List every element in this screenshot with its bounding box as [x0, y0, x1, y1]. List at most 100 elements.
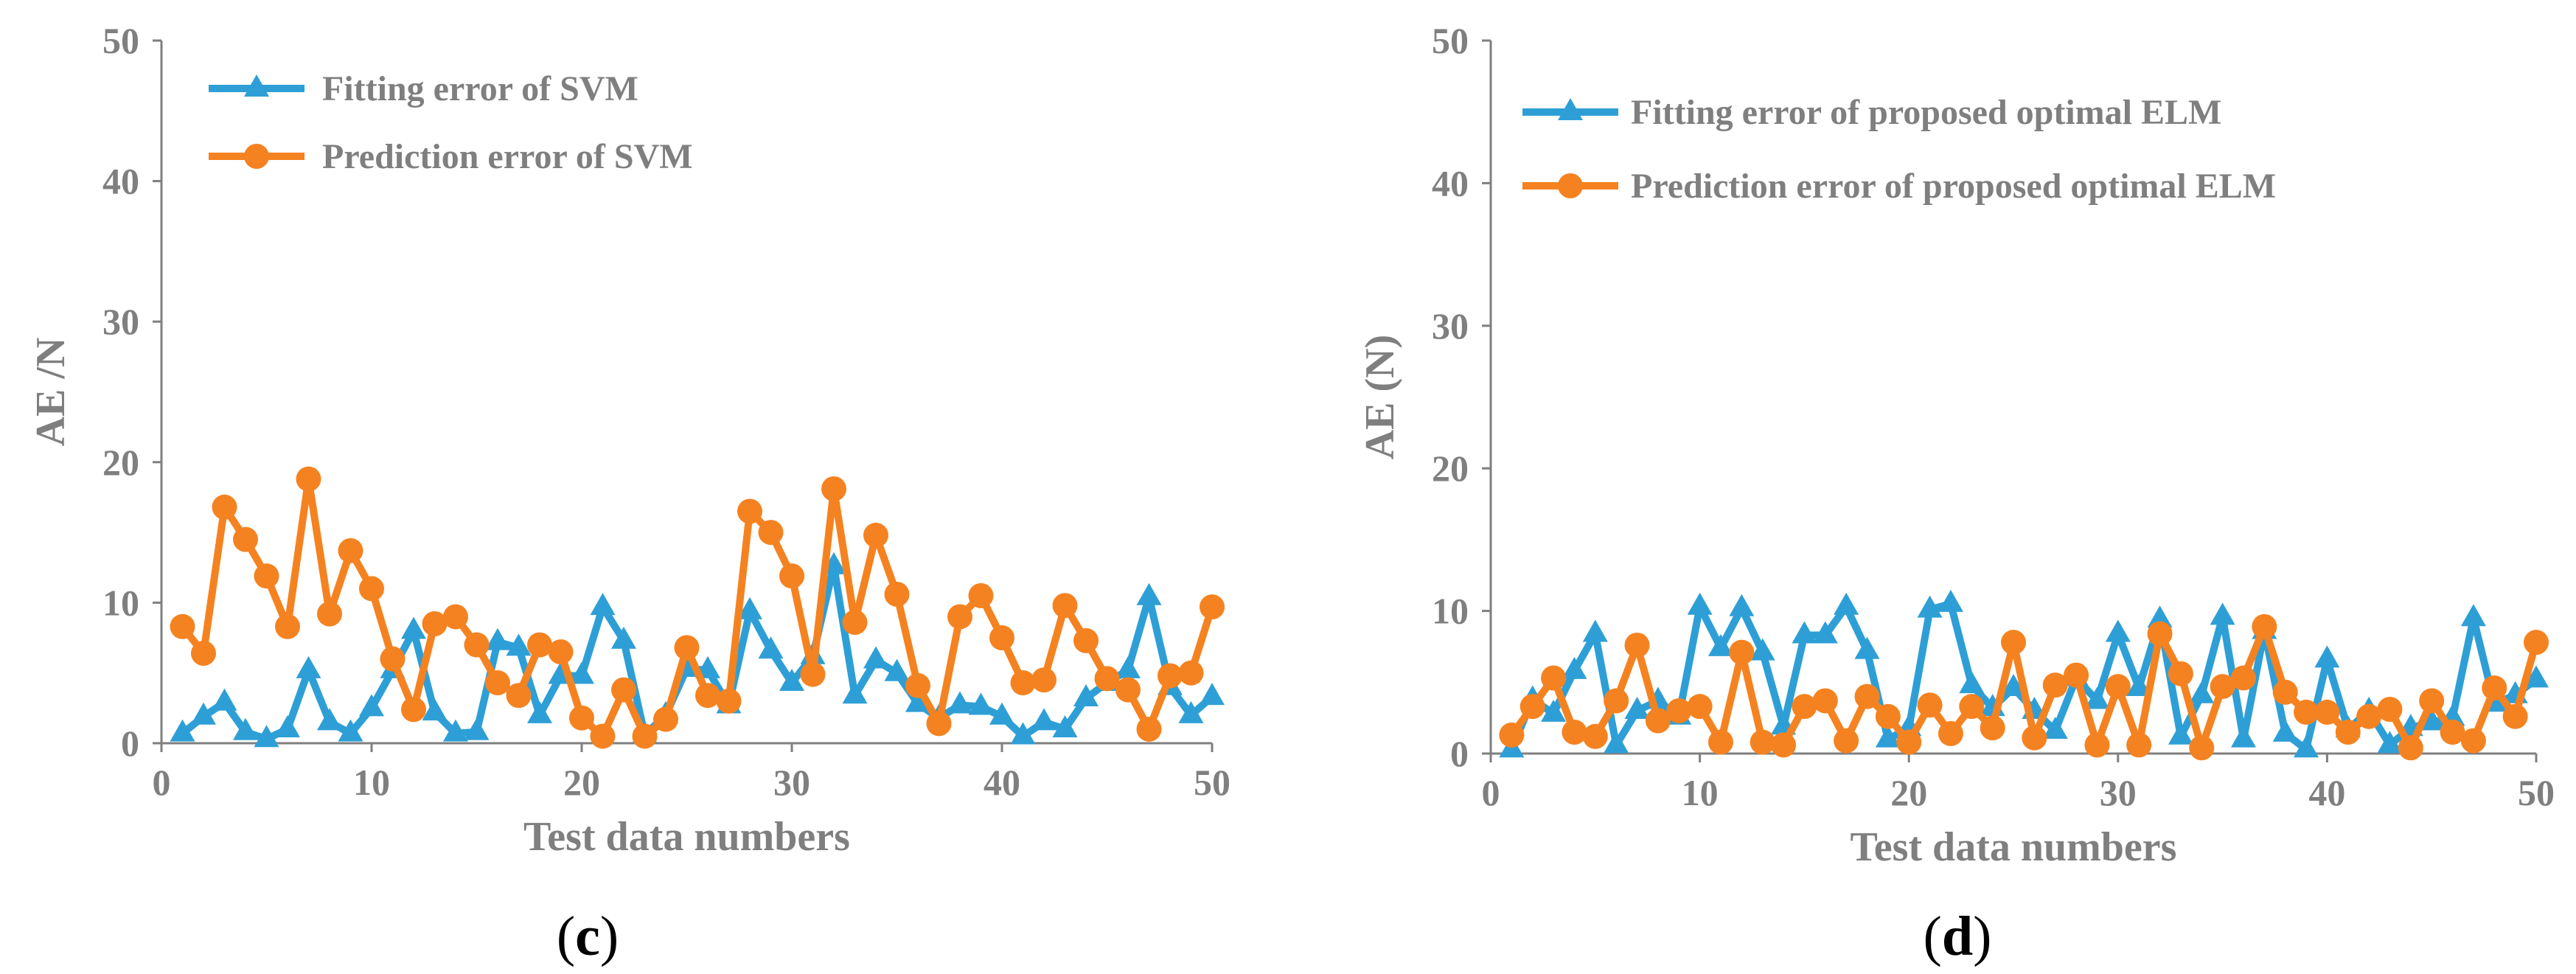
y-tick-label-d: 0 — [1450, 733, 1469, 774]
chart-panel-d: 0 10 20 30 40 50 0 10 20 30 40 50 Test data numbers A… — [1357, 20, 2555, 967]
prediction-error-point-c — [947, 604, 972, 630]
fitting-error-point-d — [1604, 731, 1629, 754]
fitting-error-point-d — [1792, 621, 1817, 644]
fitting-error-point-c — [170, 719, 195, 742]
legend-marker-fitting-c — [244, 74, 269, 97]
fitting-error-point-c — [1136, 582, 1162, 605]
prediction-error-point-d — [1666, 698, 1692, 723]
prediction-error-point-c — [254, 563, 279, 589]
prediction-error-point-d — [2502, 703, 2528, 729]
prediction-error-point-c — [422, 611, 448, 636]
fitting-error-point-c — [212, 688, 237, 711]
fitting-error-point-c — [590, 593, 616, 616]
fitting-error-point-c — [464, 717, 490, 740]
fitting-error-point-d — [2210, 602, 2235, 625]
prediction-error-point-c — [359, 576, 384, 602]
prediction-error-point-c — [506, 683, 532, 709]
fitting-error-point-d — [1562, 656, 1587, 679]
prediction-error-point-c — [590, 723, 616, 749]
legend-label-fitting-c: Fitting error of SVM — [322, 69, 638, 108]
y-axis-title-d: AE (N) — [1357, 335, 1403, 460]
x-tick-label-d: 10 — [1682, 772, 1719, 813]
fitting-error-point-d — [2147, 605, 2173, 628]
legend-marker-prediction-c — [244, 144, 269, 169]
x-tick-label-c: 40 — [984, 762, 1020, 803]
fitting-error-point-d — [1729, 594, 1755, 616]
x-tick-label-c: 20 — [563, 762, 600, 803]
prediction-error-point-c — [1158, 663, 1183, 689]
x-axis-title-c: Test data numbers — [523, 814, 850, 860]
prediction-error-point-d — [1687, 694, 1713, 720]
prediction-error-point-c — [968, 582, 994, 608]
fitting-error-point-c — [254, 725, 279, 748]
prediction-error-point-d — [1854, 683, 1880, 709]
prediction-error-point-c — [275, 613, 300, 639]
y-tick-label-c: 10 — [102, 582, 139, 623]
legend-marker-fitting-d — [1558, 98, 1583, 120]
prediction-error-point-d — [1875, 703, 1901, 729]
fitting-error-point-d — [2419, 708, 2445, 731]
fitting-error-point-c — [191, 702, 216, 725]
fitting-error-point-d — [2126, 674, 2152, 697]
fitting-error-point-d — [2042, 717, 2068, 740]
fitting-error-point-d — [1541, 699, 1567, 722]
fitting-error-point-d — [2460, 604, 2486, 627]
fitting-error-point-d — [2314, 645, 2340, 668]
prediction-error-point-c — [800, 661, 826, 687]
prediction-error-point-c — [338, 538, 363, 563]
fitting-error-point-c — [569, 661, 594, 684]
prediction-error-point-d — [2042, 672, 2068, 698]
fitting-error-point-c — [1052, 714, 1078, 737]
prediction-error-point-c — [1094, 666, 1120, 692]
y-axis-title-c: AE /N — [28, 338, 74, 447]
prediction-error-point-c — [863, 522, 888, 548]
fitting-error-point-d — [2272, 719, 2298, 742]
fitting-error-point-d — [2294, 735, 2319, 758]
y-tick-label-c: 40 — [102, 161, 139, 202]
prediction-error-point-d — [1771, 732, 1797, 758]
prediction-error-point-d — [1792, 694, 1817, 720]
fitting-error-point-c — [296, 655, 321, 678]
prediction-error-point-c — [296, 466, 321, 492]
prediction-error-point-d — [1812, 688, 1838, 714]
fitting-error-point-c — [401, 616, 426, 639]
fitting-error-point-c — [779, 669, 804, 692]
prediction-error-point-d — [2168, 661, 2193, 686]
x-axis-title-d: Test data numbers — [1851, 824, 2177, 870]
prediction-error-point-d — [2398, 735, 2423, 761]
x-tick-label-c: 30 — [773, 762, 810, 803]
prediction-error-point-c — [548, 639, 574, 665]
x-tick-label-d: 40 — [2308, 772, 2345, 813]
prediction-error-point-d — [2252, 613, 2277, 639]
y-tick-label-d: 30 — [1432, 305, 1469, 347]
prediction-error-point-d — [2335, 719, 2361, 745]
x-tick-label-c: 10 — [353, 762, 390, 803]
fitting-error-point-d — [1854, 636, 1880, 659]
y-tick-label-c: 0 — [121, 723, 139, 764]
fitting-error-point-d — [2105, 619, 2131, 642]
prediction-error-point-c — [380, 646, 405, 672]
prediction-error-point-d — [1980, 715, 2005, 741]
prediction-error-point-d — [2210, 674, 2235, 700]
fitting-error-point-c — [1010, 722, 1036, 745]
prediction-error-point-d — [2294, 699, 2319, 725]
prediction-error-point-c — [884, 581, 910, 607]
prediction-error-point-c — [611, 677, 636, 703]
prediction-error-point-c — [926, 711, 952, 737]
prediction-error-point-c — [779, 563, 804, 589]
x-tick-label-c: 0 — [153, 762, 171, 803]
prediction-error-point-d — [1582, 723, 1608, 749]
prediction-error-point-d — [2001, 630, 2026, 655]
prediction-error-point-c — [1073, 627, 1099, 653]
prediction-error-point-d — [1834, 728, 1859, 754]
fitting-error-point-d — [1624, 696, 1650, 719]
legend-marker-prediction-d — [1558, 173, 1583, 198]
fitting-error-point-c — [611, 626, 636, 649]
prediction-error-point-c — [1178, 660, 1204, 686]
prediction-error-point-c — [1136, 716, 1162, 742]
prediction-error-point-c — [695, 683, 720, 709]
x-tick-label-d: 0 — [1482, 772, 1500, 813]
fitting-error-point-d — [2230, 725, 2256, 748]
fitting-error-point-c — [1031, 708, 1056, 731]
